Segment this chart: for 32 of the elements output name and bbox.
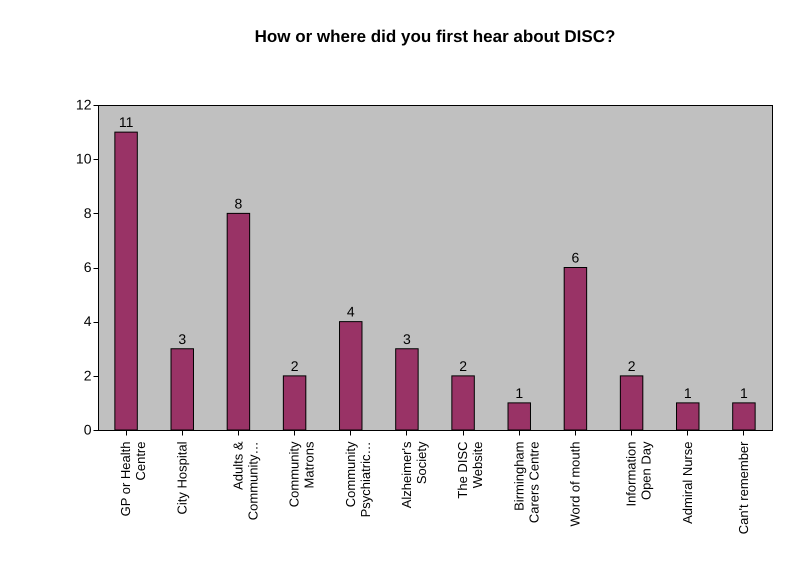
- x-tick-label: Information Open Day: [624, 441, 654, 507]
- data-label: 8: [234, 195, 243, 212]
- x-tick-label: Alzheimer's Society: [398, 441, 429, 508]
- x-tick-label: The DISC Website: [455, 442, 486, 499]
- data-label: 2: [459, 358, 468, 374]
- y-tick-label: 12: [76, 96, 92, 112]
- data-label: 1: [684, 384, 692, 401]
- data-label: 6: [572, 250, 580, 266]
- y-tick-label: 0: [84, 422, 92, 438]
- x-tick-label: Community Psychiatric…: [342, 441, 373, 518]
- y-tick-label: 10: [76, 150, 92, 167]
- data-label: 2: [628, 358, 636, 374]
- data-label: 11: [118, 114, 134, 130]
- x-tick-label: Community Matrons: [286, 441, 317, 508]
- y-tick-label: 6: [84, 259, 92, 275]
- data-label: 1: [740, 384, 748, 401]
- data-label: 3: [403, 330, 412, 347]
- x-tick-label: GP or Health Centre: [118, 442, 148, 516]
- y-tick-label: 4: [84, 313, 92, 330]
- x-tick-label: Adults & Community…: [230, 441, 260, 520]
- data-label: 4: [346, 304, 355, 320]
- x-tick-label: Admiral Nurse: [680, 442, 695, 524]
- x-tick-label: Birmingham Carers Centre: [511, 442, 542, 524]
- y-tick-label: 8: [84, 204, 92, 221]
- x-tick-label: City Hospital: [174, 441, 190, 514]
- y-tick-label: 2: [84, 367, 92, 384]
- x-tick-label: Word of mouth: [567, 442, 582, 527]
- x-tick-label: Can't remember: [736, 440, 751, 534]
- data-label: 3: [178, 330, 186, 347]
- chart-title: How or where did you first hear about DISC?: [254, 27, 616, 46]
- data-label: 2: [290, 358, 299, 374]
- data-label: 1: [515, 384, 524, 401]
